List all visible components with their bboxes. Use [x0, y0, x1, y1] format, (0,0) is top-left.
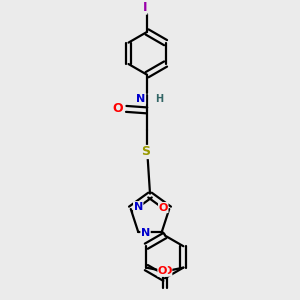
Text: N: N [134, 202, 143, 212]
Text: S: S [141, 146, 150, 158]
Text: O: O [112, 101, 123, 115]
Text: N: N [141, 228, 150, 238]
Text: I: I [142, 1, 147, 14]
Text: O: O [159, 202, 168, 213]
Text: O: O [162, 266, 172, 276]
Text: N: N [136, 94, 146, 104]
Text: H: H [155, 94, 164, 104]
Text: O: O [158, 266, 167, 276]
